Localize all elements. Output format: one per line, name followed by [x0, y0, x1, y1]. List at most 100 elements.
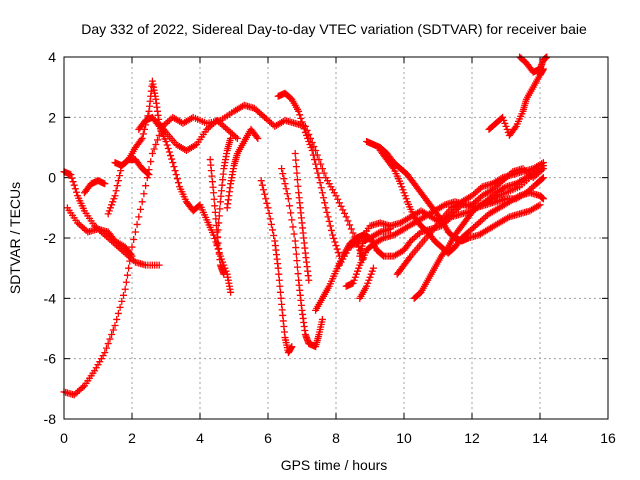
data-point-marker — [211, 208, 219, 216]
data-point-marker — [533, 165, 541, 173]
plot-frame — [63, 56, 609, 420]
x-tick-label: 4 — [196, 430, 204, 446]
data-point-marker — [170, 163, 178, 171]
data-point-marker — [539, 195, 547, 203]
data-point-marker — [106, 335, 114, 343]
data-point-marker — [137, 205, 144, 213]
data-point-marker — [503, 125, 511, 133]
data-point-marker — [339, 206, 347, 214]
data-point-marker — [333, 245, 341, 253]
data-point-marker — [337, 202, 345, 210]
y-tick-label: 2 — [48, 109, 56, 125]
data-point-marker — [346, 221, 354, 229]
data-point-marker — [539, 159, 547, 167]
data-point-marker — [120, 291, 127, 299]
data-point-marker — [216, 205, 224, 213]
data-point-marker — [109, 326, 117, 334]
x-axis-label: GPS time / hours — [281, 457, 388, 473]
data-point-marker — [402, 195, 410, 203]
data-point-marker — [318, 189, 326, 197]
data-point-marker — [313, 165, 321, 173]
data-point-marker — [171, 167, 179, 175]
data-point-marker — [71, 185, 79, 193]
data-point-marker — [131, 228, 139, 236]
data-point-marker — [401, 192, 409, 200]
data-point-marker — [277, 294, 285, 302]
data-point-marker — [355, 264, 363, 272]
data-series — [80, 177, 109, 197]
data-point-marker — [305, 137, 313, 145]
data-point-marker — [287, 209, 295, 217]
data-point-marker — [140, 190, 148, 198]
y-tick-label: -2 — [44, 230, 57, 246]
data-point-marker — [163, 141, 171, 149]
data-point-marker — [169, 159, 177, 167]
data-series — [516, 53, 551, 76]
data-point-marker — [154, 136, 161, 144]
data-point-marker — [118, 297, 126, 305]
data-point-marker — [128, 252, 136, 260]
data-point-marker — [227, 134, 235, 142]
data-point-marker — [162, 137, 170, 145]
data-series — [223, 125, 262, 212]
data-series — [135, 113, 235, 296]
data-point-marker — [304, 134, 312, 142]
data-series — [63, 204, 136, 260]
data-series — [410, 165, 541, 302]
data-point-marker — [293, 169, 301, 177]
data-point-marker — [72, 188, 80, 196]
data-point-marker — [113, 315, 121, 323]
data-point-marker — [106, 204, 114, 212]
y-tick-label: 0 — [48, 170, 56, 186]
data-point-marker — [142, 182, 150, 190]
y-tick-label: -8 — [44, 411, 57, 427]
data-point-marker — [262, 195, 270, 203]
data-point-marker — [293, 263, 301, 271]
data-point-marker — [294, 182, 302, 190]
x-tick-label: 0 — [60, 430, 68, 446]
data-point-marker — [138, 134, 146, 142]
data-point-marker — [292, 156, 300, 164]
data-point-marker — [113, 182, 121, 190]
data-point-marker — [397, 180, 405, 188]
data-point-marker — [257, 177, 265, 185]
data-point-marker — [135, 213, 143, 221]
data-point-marker — [292, 250, 300, 258]
axis-ticks: 0 2 4 6 8 10 12 14 16 -8 -6 -4 -2 0 2 4 — [44, 49, 616, 446]
data-point-marker — [144, 170, 152, 178]
data-point-marker — [318, 315, 326, 323]
data-point-marker — [399, 186, 407, 194]
data-point-marker — [294, 270, 302, 278]
data-point-marker — [351, 273, 359, 281]
data-point-marker — [215, 212, 223, 220]
data-point-marker — [281, 180, 289, 188]
data-point-marker — [105, 207, 113, 215]
y-axis-label: SDTVAR / TECUs — [7, 182, 23, 294]
data-series — [356, 225, 394, 260]
data-point-marker — [305, 276, 313, 284]
x-tick-label: 14 — [532, 430, 548, 446]
data-point-marker — [137, 136, 145, 144]
data-point-marker — [70, 181, 78, 189]
data-point-marker — [284, 195, 292, 203]
data-series — [376, 147, 547, 257]
data-point-marker — [152, 140, 160, 148]
data-point-marker — [322, 204, 330, 212]
data-point-marker — [344, 217, 352, 225]
data-point-marker — [323, 208, 331, 216]
data-point-marker — [368, 267, 376, 275]
x-tick-label: 8 — [332, 430, 340, 446]
data-points — [60, 53, 551, 399]
data-point-marker — [501, 119, 509, 127]
data-point-marker — [286, 202, 294, 210]
data-point-marker — [499, 113, 507, 121]
data-point-marker — [270, 231, 278, 239]
data-point-marker — [334, 195, 342, 203]
data-point-marker — [502, 122, 510, 130]
data-point-marker — [267, 220, 275, 228]
data-point-marker — [364, 279, 372, 287]
data-point-marker — [108, 331, 116, 339]
data-point-marker — [210, 231, 218, 239]
data-point-marker — [215, 219, 223, 227]
data-point-marker — [298, 118, 306, 126]
